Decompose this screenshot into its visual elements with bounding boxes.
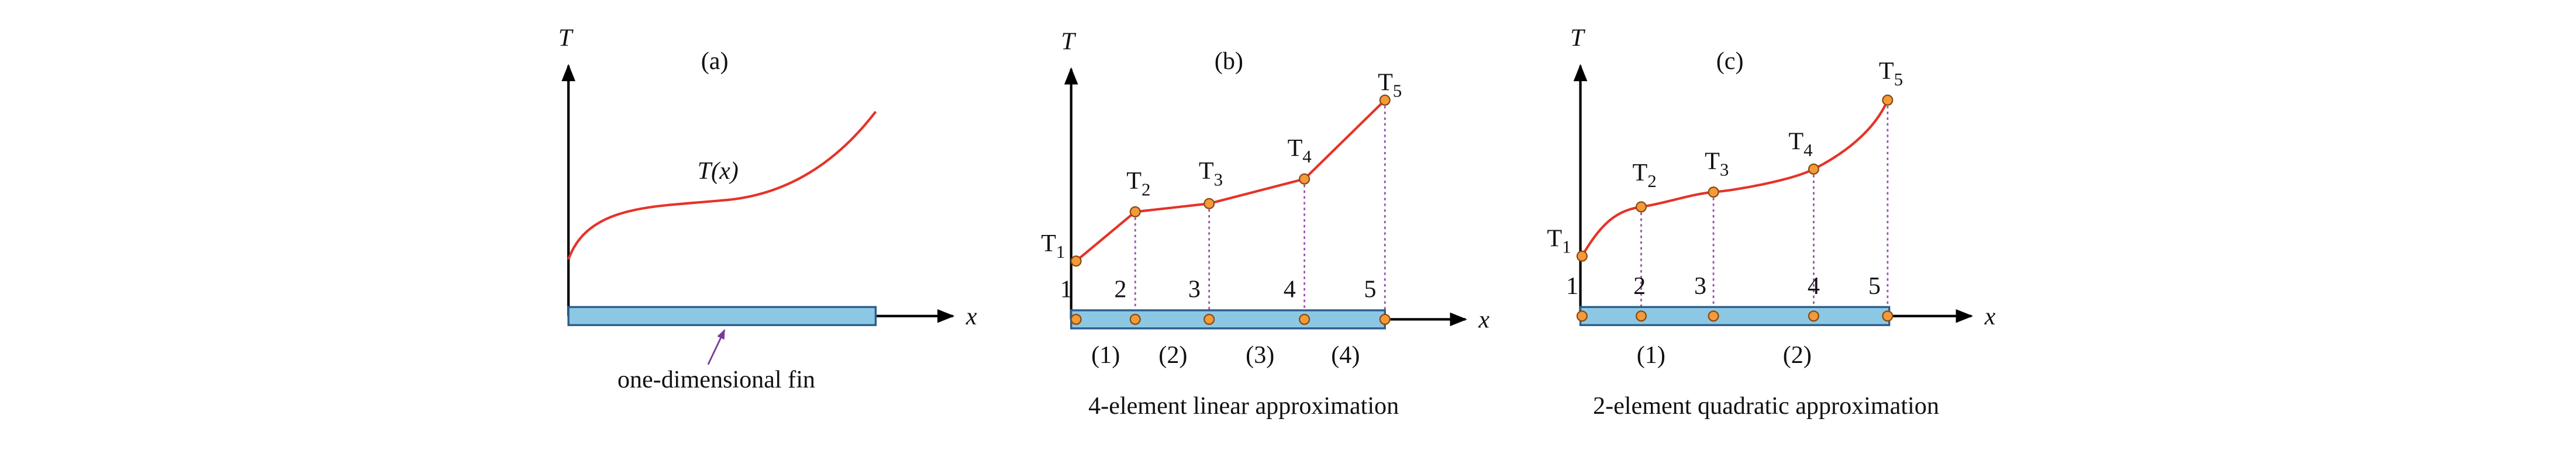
fin-node [1808, 310, 1819, 322]
node-number: 1 [1566, 272, 1578, 300]
point-label: T3 [1705, 147, 1729, 179]
curve-node [1379, 94, 1391, 106]
point-symbol: T [1378, 69, 1393, 96]
fin-label: one-dimensional fin [618, 366, 815, 393]
point-label: T5 [1378, 69, 1402, 101]
point-subscript: 5 [1393, 81, 1402, 101]
element-label: (4) [1331, 341, 1360, 369]
node-number: 4 [1284, 275, 1296, 303]
point-label: T2 [1632, 159, 1656, 191]
node-number: 5 [1868, 272, 1881, 300]
element-label: (2) [1158, 341, 1187, 369]
curve-node [1635, 201, 1647, 213]
temperature-curve [1075, 99, 1386, 262]
x-axis-label: x [965, 303, 977, 330]
fin-node [1882, 310, 1894, 322]
point-subscript: 4 [1302, 146, 1311, 167]
curve-node [1203, 198, 1215, 209]
curve-node [1299, 173, 1311, 185]
point-symbol: T [1547, 224, 1562, 252]
element-label: (2) [1783, 341, 1812, 369]
fin-node [1203, 313, 1215, 325]
fin-node [1635, 310, 1647, 322]
node-number: 3 [1188, 275, 1201, 303]
point-label: T4 [1788, 128, 1812, 160]
point-subscript: 2 [1647, 171, 1656, 191]
fin-node [1379, 313, 1391, 325]
fin [567, 306, 877, 326]
fin-pointer [707, 329, 726, 365]
point-subscript: 1 [1562, 237, 1571, 257]
x-axis-label: x [1478, 306, 1489, 333]
caption: 4-element linear approximation [1088, 392, 1399, 420]
element-label: (3) [1246, 341, 1274, 369]
fin-node [1576, 310, 1588, 322]
curve-node [1070, 255, 1082, 267]
point-subscript: 3 [1720, 160, 1729, 180]
point-symbol: T [1632, 159, 1647, 186]
point-symbol: T [1705, 147, 1720, 175]
point-symbol: T [1879, 57, 1894, 85]
point-label: T1 [1041, 230, 1065, 262]
curve-node [1808, 163, 1819, 175]
node-number: 2 [1114, 275, 1126, 303]
point-symbol: T [1288, 134, 1303, 162]
node-number: 2 [1633, 272, 1646, 300]
fin-node [1070, 313, 1082, 325]
y-axis-label: T [1570, 25, 1585, 52]
point-subscript: 4 [1803, 140, 1812, 160]
point-label: T2 [1126, 167, 1150, 199]
point-symbol: T [1788, 128, 1803, 155]
curve-label: T(x) [698, 157, 739, 185]
point-subscript: 2 [1142, 179, 1150, 199]
element-label: (1) [1091, 341, 1120, 369]
fin [1579, 306, 1891, 326]
node-number: 1 [1060, 275, 1073, 303]
point-subscript: 5 [1894, 69, 1903, 89]
element-label: (1) [1637, 341, 1665, 369]
node-number: 4 [1808, 272, 1820, 300]
point-label: T3 [1199, 157, 1223, 189]
y-axis-label: T [1061, 27, 1076, 55]
panel-label: (a) [701, 47, 729, 75]
node-number: 3 [1694, 272, 1706, 300]
curve-node [1576, 250, 1588, 262]
fin-node [1299, 313, 1311, 325]
x-axis-label: x [1984, 303, 1996, 330]
curve-node [1708, 186, 1719, 198]
curve-node [1882, 94, 1894, 106]
panel-label: (c) [1716, 47, 1744, 75]
point-symbol: T [1199, 157, 1214, 185]
fin [1070, 309, 1386, 330]
point-label: T5 [1879, 57, 1903, 89]
panel-label: (b) [1215, 47, 1243, 75]
curve-node [1129, 206, 1141, 217]
fin-node [1129, 313, 1141, 325]
y-axis-label: T [558, 25, 574, 52]
fin-node [1708, 310, 1719, 322]
point-subscript: 1 [1056, 241, 1065, 262]
node-number: 5 [1364, 275, 1376, 303]
point-subscript: 3 [1214, 169, 1223, 189]
point-label: T1 [1547, 224, 1571, 257]
point-label: T4 [1288, 134, 1312, 167]
caption: 2-element quadratic approximation [1593, 392, 1939, 420]
temperature-curve [567, 110, 877, 260]
temperature-curve [1581, 99, 1889, 257]
point-symbol: T [1126, 167, 1142, 195]
point-symbol: T [1041, 230, 1056, 257]
